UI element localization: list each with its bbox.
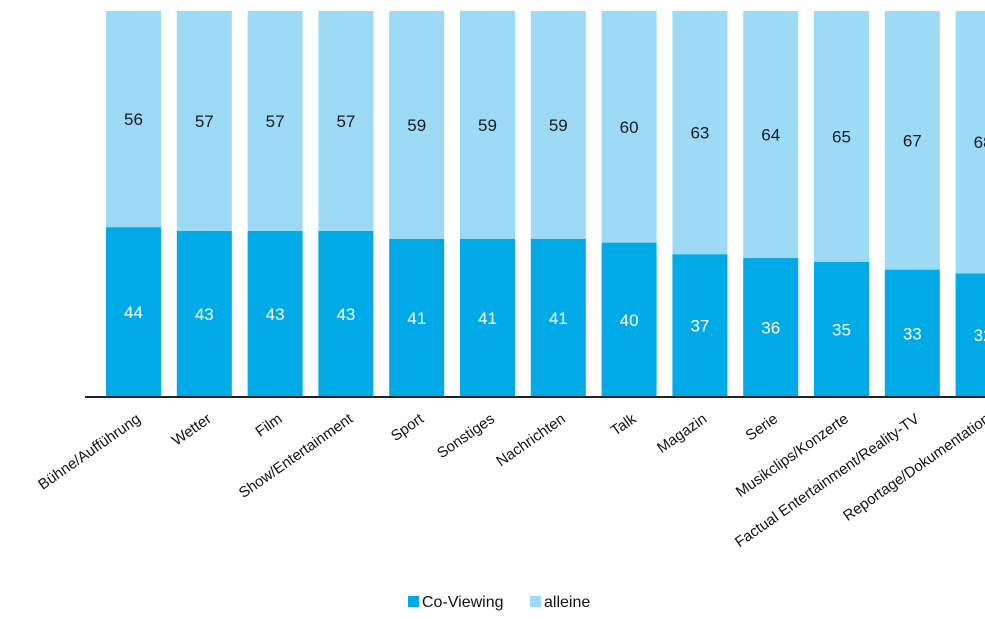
x-tick-label: Talk: [608, 410, 640, 440]
data-label-co-viewing-10: 36: [761, 319, 780, 338]
bar-alleine-1: [106, 11, 161, 228]
bar-co-viewing-7: [530, 238, 586, 397]
legend-label-co-viewing: Co-Viewing: [422, 594, 504, 611]
bar-alleine-6: [460, 11, 515, 239]
bar-co-viewing-11: [814, 261, 869, 397]
data-label-co-viewing-8: 40: [620, 311, 639, 330]
data-label-co-viewing-13: 32: [974, 326, 985, 345]
bar-alleine-13: [955, 11, 985, 274]
bar-co-viewing-12: [884, 269, 940, 397]
bar-alleine-10: [743, 11, 799, 259]
data-label-alleine-8: 60: [620, 118, 639, 137]
data-label-alleine-7: 59: [549, 116, 568, 135]
bar-alleine-8: [601, 11, 657, 243]
data-label-co-viewing-5: 41: [407, 309, 426, 328]
data-label-alleine-2: 57: [195, 112, 214, 131]
bar-co-viewing-5: [389, 238, 445, 397]
bar-co-viewing-6: [460, 238, 515, 397]
x-tick-label: Magazin: [654, 410, 710, 456]
bar-alleine-7: [530, 11, 586, 239]
data-label-alleine-9: 63: [690, 124, 709, 143]
data-label-co-viewing-12: 33: [903, 324, 922, 343]
bar-co-viewing-8: [601, 242, 657, 397]
bar-alleine-4: [318, 11, 374, 232]
x-tick-label: Bühne/Aufführung: [35, 410, 144, 493]
x-tick-label: Show/Entertainment: [236, 410, 357, 502]
data-label-co-viewing-3: 43: [266, 305, 285, 324]
data-label-alleine-6: 59: [478, 116, 497, 135]
bar-alleine-3: [247, 11, 303, 232]
bar-co-viewing-4: [318, 231, 374, 397]
legend: Co-Viewing alleine: [408, 594, 590, 611]
bar-co-viewing-13: [955, 273, 985, 397]
data-label-co-viewing-4: 43: [336, 305, 355, 324]
bar-co-viewing-3: [247, 231, 303, 397]
bar-alleine-12: [884, 11, 940, 270]
data-label-co-viewing-2: 43: [195, 305, 214, 324]
legend-swatch-co-viewing: [408, 596, 419, 607]
x-tick-label: Wetter: [169, 410, 215, 449]
x-tick-label: Sport: [388, 410, 428, 445]
legend-swatch-alleine: [530, 596, 541, 607]
data-label-alleine-1: 56: [124, 110, 143, 129]
data-label-alleine-10: 64: [761, 126, 780, 145]
x-tick-label: Film: [252, 410, 285, 440]
x-tick-label: Nachrichten: [493, 410, 568, 470]
data-label-alleine-11: 65: [832, 127, 851, 146]
data-label-co-viewing-1: 44: [124, 303, 143, 322]
bar-alleine-5: [389, 11, 445, 239]
bars-layer: 44 56 43 57 43 57 43 57 41 59 41 59 41 59 40 60 37 63 36 64…: [106, 11, 985, 397]
legend-label-alleine: alleine: [544, 594, 590, 611]
bar-alleine-2: [176, 11, 232, 232]
data-label-alleine-5: 59: [407, 116, 426, 135]
data-label-alleine-12: 67: [903, 131, 922, 150]
data-label-co-viewing-11: 35: [832, 320, 851, 339]
bar-co-viewing-9: [672, 254, 728, 397]
data-label-co-viewing-6: 41: [478, 309, 497, 328]
data-label-alleine-4: 57: [336, 112, 355, 131]
bar-co-viewing-10: [743, 258, 799, 397]
bar-alleine-11: [814, 11, 869, 262]
data-label-co-viewing-7: 41: [549, 309, 568, 328]
bar-co-viewing-2: [176, 231, 232, 397]
x-tick-labels: Bühne/Aufführung Wetter FilmShow/Entertain…: [35, 410, 985, 551]
data-label-alleine-13: 68: [974, 133, 985, 152]
bar-alleine-9: [672, 11, 728, 255]
x-tick-label: Serie: [743, 410, 781, 444]
data-label-alleine-3: 57: [266, 112, 285, 131]
x-tick-label: Sonstiges: [434, 410, 498, 462]
data-label-co-viewing-9: 37: [690, 317, 709, 336]
bar-co-viewing-1: [106, 227, 161, 397]
